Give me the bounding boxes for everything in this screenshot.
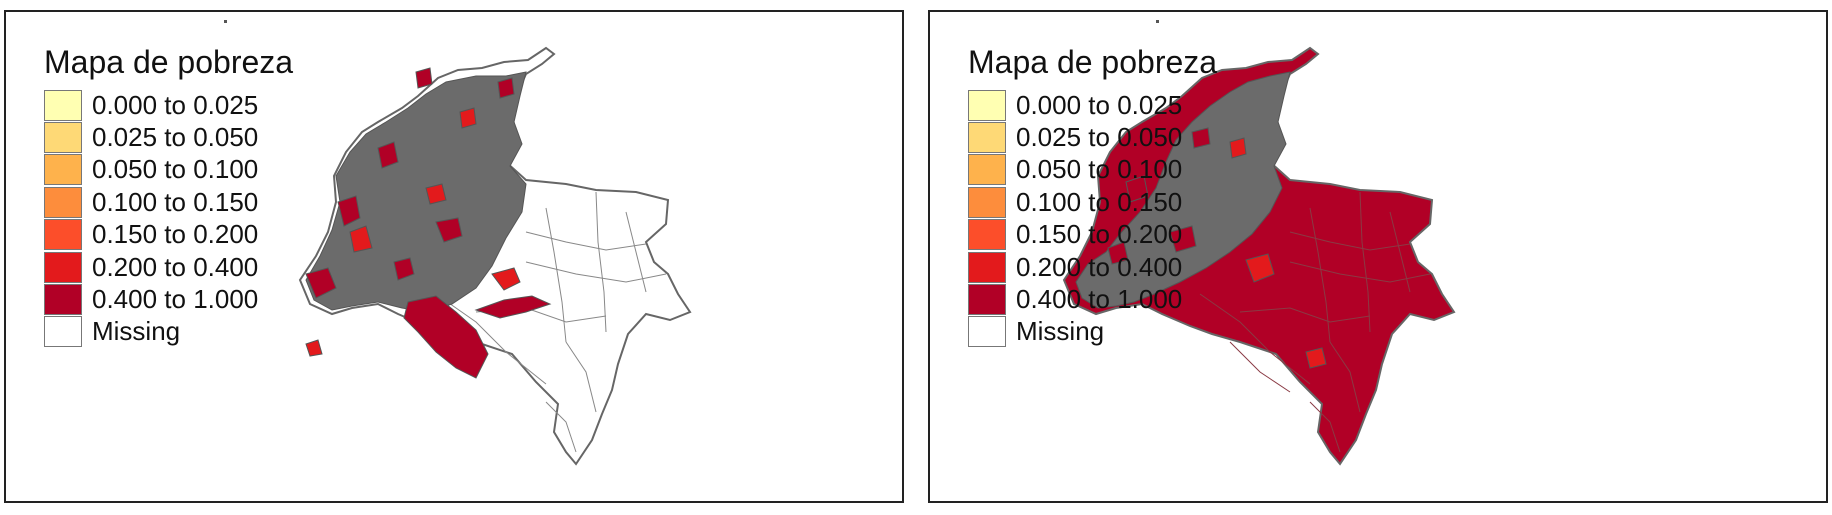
legend-label: 0.025 to 0.050 bbox=[1016, 122, 1183, 153]
legend-label: 0.150 to 0.200 bbox=[1016, 219, 1183, 250]
legend-swatch bbox=[968, 122, 1006, 154]
map-panel-right: Mapa de pobreza 0.000 to 0.025 0.025 to … bbox=[928, 10, 1828, 503]
legend-label: 0.150 to 0.200 bbox=[92, 219, 259, 250]
map-panel-left: Mapa de pobreza 0.000 to 0.025 0.025 to … bbox=[4, 10, 904, 503]
legend-label: 0.400 to 1.000 bbox=[1016, 284, 1183, 315]
legend-label: Missing bbox=[1016, 316, 1105, 347]
legend-label: 0.050 to 0.100 bbox=[92, 154, 259, 185]
legend-item: 0.050 to 0.100 bbox=[968, 154, 1217, 186]
legend-item: 0.400 to 1.000 bbox=[44, 283, 293, 316]
legend-label: 0.200 to 0.400 bbox=[1016, 251, 1183, 282]
legend-item: 0.050 to 0.100 bbox=[44, 154, 293, 186]
colombia-map-right bbox=[1062, 46, 1456, 466]
stray-point bbox=[1156, 20, 1159, 23]
legend-swatch bbox=[968, 89, 1006, 121]
legend-item: 0.025 to 0.050 bbox=[44, 121, 293, 154]
stray-point bbox=[224, 20, 227, 23]
legend-label: 0.100 to 0.150 bbox=[1016, 186, 1183, 217]
department-lines bbox=[1199, 191, 1431, 453]
legend-swatch bbox=[44, 316, 82, 348]
legend-title: Mapa de pobreza bbox=[44, 44, 294, 80]
legend-swatch bbox=[44, 122, 82, 154]
colombia-map-left bbox=[298, 46, 692, 466]
legend-swatch bbox=[44, 89, 82, 121]
legend-label: 0.200 to 0.400 bbox=[92, 251, 259, 282]
legend-item: 0.100 to 0.150 bbox=[44, 186, 293, 218]
legend-swatch bbox=[44, 154, 82, 186]
legend-swatch bbox=[968, 284, 1006, 316]
legend-label: 0.025 to 0.050 bbox=[92, 122, 259, 153]
legend-item: Missing bbox=[968, 316, 1217, 348]
legend-item: 0.025 to 0.050 bbox=[968, 121, 1217, 154]
legend-item: 0.000 to 0.025 bbox=[968, 89, 1217, 121]
legend-item: 0.150 to 0.200 bbox=[968, 219, 1217, 251]
legend-title: Mapa de pobreza bbox=[968, 44, 1218, 80]
legend-item: 0.100 to 0.150 bbox=[968, 186, 1217, 218]
legend-label: Missing bbox=[92, 316, 181, 347]
legend-label: 0.000 to 0.025 bbox=[1016, 89, 1183, 120]
legend-swatch bbox=[968, 154, 1006, 186]
legend-item: 0.200 to 0.400 bbox=[968, 251, 1217, 283]
legend-label: 0.400 to 1.000 bbox=[92, 284, 259, 315]
map-legend: Mapa de pobreza 0.000 to 0.025 0.025 to … bbox=[968, 44, 1217, 348]
legend-item: 0.150 to 0.200 bbox=[44, 219, 293, 251]
legend-swatch bbox=[44, 284, 82, 316]
legend-label: 0.000 to 0.025 bbox=[92, 89, 259, 120]
legend-swatch bbox=[44, 219, 82, 251]
poverty-regions bbox=[1107, 127, 1327, 369]
dense-municipalities bbox=[305, 71, 527, 313]
legend-item: 0.000 to 0.025 bbox=[44, 89, 293, 121]
legend-swatch bbox=[968, 251, 1006, 283]
legend-label: 0.100 to 0.150 bbox=[92, 186, 259, 217]
legend-swatch bbox=[968, 316, 1006, 348]
legend-item: Missing bbox=[44, 316, 293, 348]
legend-item: 0.400 to 1.000 bbox=[968, 283, 1217, 316]
legend-swatch bbox=[968, 186, 1006, 218]
legend-label: 0.050 to 0.100 bbox=[1016, 154, 1183, 185]
legend-swatch bbox=[968, 219, 1006, 251]
map-legend: Mapa de pobreza 0.000 to 0.025 0.025 to … bbox=[44, 44, 293, 348]
dense-municipalities bbox=[1075, 71, 1291, 309]
poverty-regions bbox=[305, 67, 552, 379]
legend-swatch bbox=[44, 251, 82, 283]
legend-item: 0.200 to 0.400 bbox=[44, 251, 293, 283]
legend-swatch bbox=[44, 186, 82, 218]
department-lines bbox=[435, 191, 667, 453]
